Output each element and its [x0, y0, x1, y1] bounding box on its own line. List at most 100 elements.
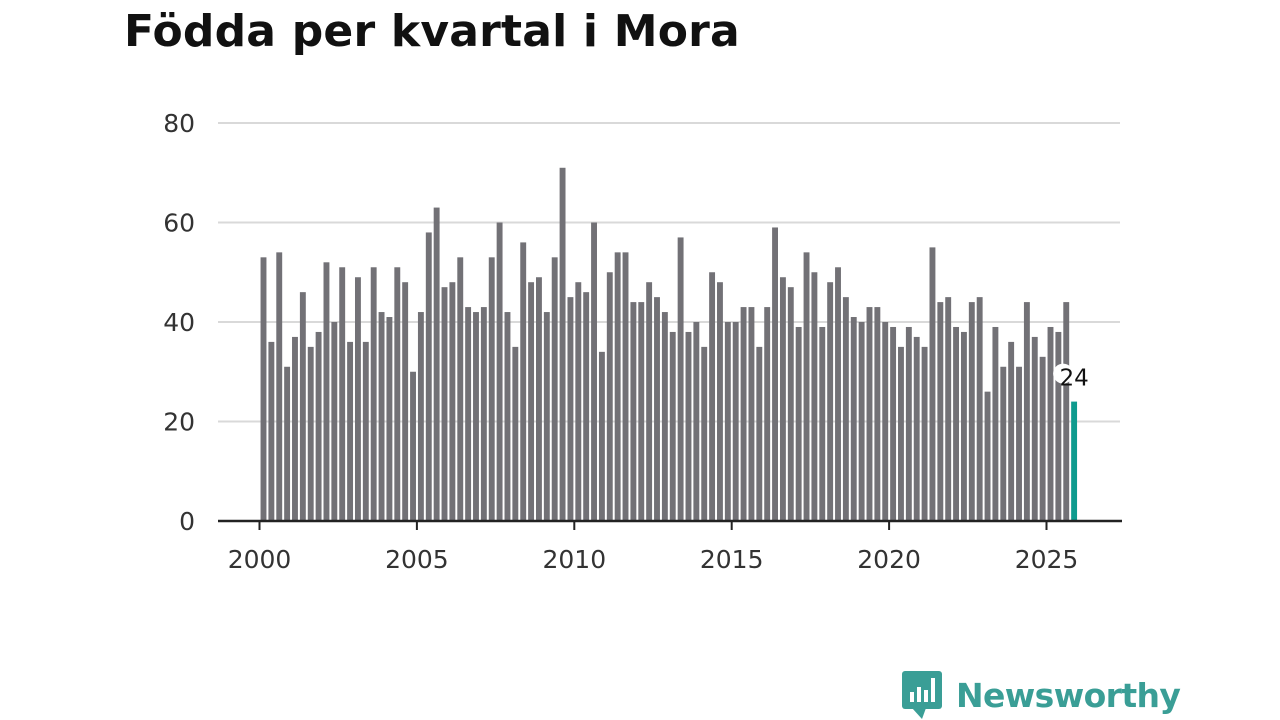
bar — [654, 297, 660, 522]
bar — [543, 312, 550, 521]
bar — [677, 237, 684, 521]
bar — [1063, 302, 1070, 521]
bar — [685, 331, 692, 521]
bar — [496, 222, 503, 521]
bar — [960, 331, 967, 521]
bar — [866, 307, 873, 521]
bar — [858, 322, 865, 521]
bar — [488, 257, 495, 521]
bar — [410, 371, 416, 521]
bar — [575, 282, 582, 521]
bar — [976, 297, 983, 522]
bar — [772, 227, 778, 521]
bar — [457, 257, 464, 521]
bar — [465, 307, 472, 521]
bar — [504, 312, 511, 521]
bar — [307, 346, 314, 522]
bar — [874, 307, 881, 521]
bar — [284, 366, 291, 521]
bar — [1047, 326, 1054, 521]
bar-highlight — [1071, 401, 1078, 521]
bar — [646, 282, 653, 521]
chart-title: Födda per kvartal i Mora — [124, 6, 740, 57]
bar — [929, 247, 936, 522]
bar — [811, 272, 818, 521]
bar — [1055, 331, 1062, 521]
bar — [890, 326, 897, 521]
bar — [968, 302, 975, 521]
bar — [756, 346, 763, 522]
bar — [764, 307, 771, 521]
bar — [622, 252, 629, 521]
bar — [732, 322, 739, 521]
bar — [394, 267, 401, 521]
bar — [433, 207, 440, 521]
bar — [292, 336, 298, 521]
bar — [339, 267, 346, 521]
y-tick-label: 40 — [163, 308, 195, 337]
axes — [218, 519, 1122, 530]
bar — [882, 322, 889, 521]
bar — [347, 341, 354, 521]
bar — [354, 277, 361, 521]
bar — [937, 302, 944, 521]
bar — [583, 292, 590, 521]
bar — [528, 282, 535, 521]
bar — [795, 326, 802, 521]
bar — [905, 326, 912, 521]
bar — [425, 232, 432, 521]
bar — [449, 282, 456, 521]
bar — [921, 346, 928, 522]
x-tick-label: 2025 — [1015, 545, 1079, 574]
bar — [819, 326, 826, 521]
bar — [614, 252, 621, 521]
bar — [693, 322, 700, 521]
bar — [984, 391, 991, 521]
x-tick-label: 2010 — [542, 545, 606, 574]
bar — [803, 252, 810, 521]
bar — [669, 331, 676, 521]
bar — [260, 257, 267, 521]
bar — [567, 297, 574, 522]
y-tick-label: 20 — [163, 408, 195, 437]
bar — [724, 322, 731, 521]
bar — [536, 277, 542, 521]
bar — [717, 282, 723, 521]
x-tick-label: 2005 — [385, 545, 449, 574]
labels: 0 20 40 60 80 2000 2005 2010 2015 2020 2025 24 — [163, 109, 1089, 574]
bar — [1039, 356, 1046, 521]
bar — [953, 326, 960, 521]
bar — [591, 222, 597, 521]
bar — [913, 336, 920, 521]
bar-chart: 0 20 40 60 80 2000 2005 2010 2015 2020 2025 24 — [163, 109, 1122, 574]
newsworthy-logo: Newsworthy — [902, 671, 1181, 719]
bar — [1031, 336, 1038, 521]
bar — [1023, 302, 1030, 521]
bar — [898, 346, 904, 522]
bar — [661, 312, 668, 521]
bar — [520, 242, 527, 521]
bar — [386, 317, 393, 521]
bar — [748, 307, 755, 521]
bar — [441, 287, 448, 521]
bar — [331, 322, 338, 521]
bar — [378, 312, 385, 521]
data-label-halo — [1053, 363, 1074, 384]
bar — [362, 341, 369, 521]
bar — [787, 287, 794, 521]
bar — [850, 317, 857, 521]
bar — [268, 341, 275, 521]
bar — [402, 282, 409, 521]
bar — [512, 346, 519, 522]
grid-lines — [218, 122, 1120, 423]
bar-chart-speech-bubble-icon — [902, 671, 942, 719]
bar — [779, 277, 786, 521]
bar — [559, 167, 566, 521]
bar — [473, 312, 479, 521]
bar — [827, 282, 834, 521]
bar — [299, 292, 306, 521]
bar — [598, 351, 605, 521]
bar — [709, 272, 716, 521]
bar — [323, 262, 330, 521]
y-tick-label: 80 — [163, 109, 195, 138]
